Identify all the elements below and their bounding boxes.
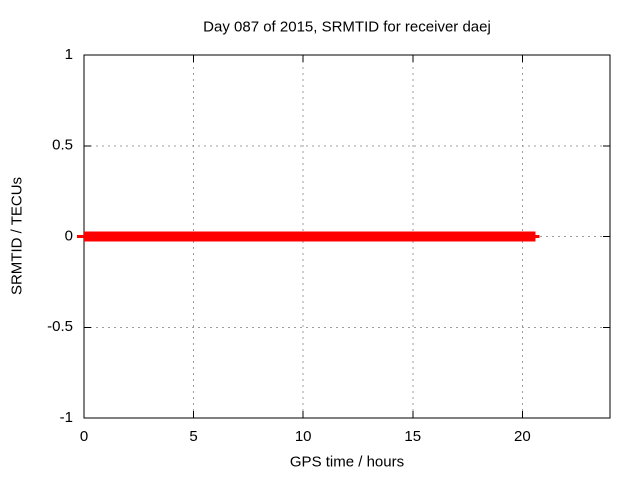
x-tick-label: 10 [295,428,312,445]
y-tick-label: -0.5 [47,318,73,335]
chart-title: Day 087 of 2015, SRMTID for receiver dae… [203,18,491,36]
x-tick-label: 20 [514,428,531,445]
y-tick-label: 0.5 [52,137,73,154]
y-tick-label: -1 [60,409,73,426]
x-tick-label: 0 [80,428,88,445]
x-tick-label: 15 [404,428,421,445]
x-axis-title: GPS time / hours [289,453,405,471]
x-tick-label: 5 [189,428,197,445]
y-tick-label: 0 [65,227,73,244]
y-tick-label: 1 [65,46,73,63]
